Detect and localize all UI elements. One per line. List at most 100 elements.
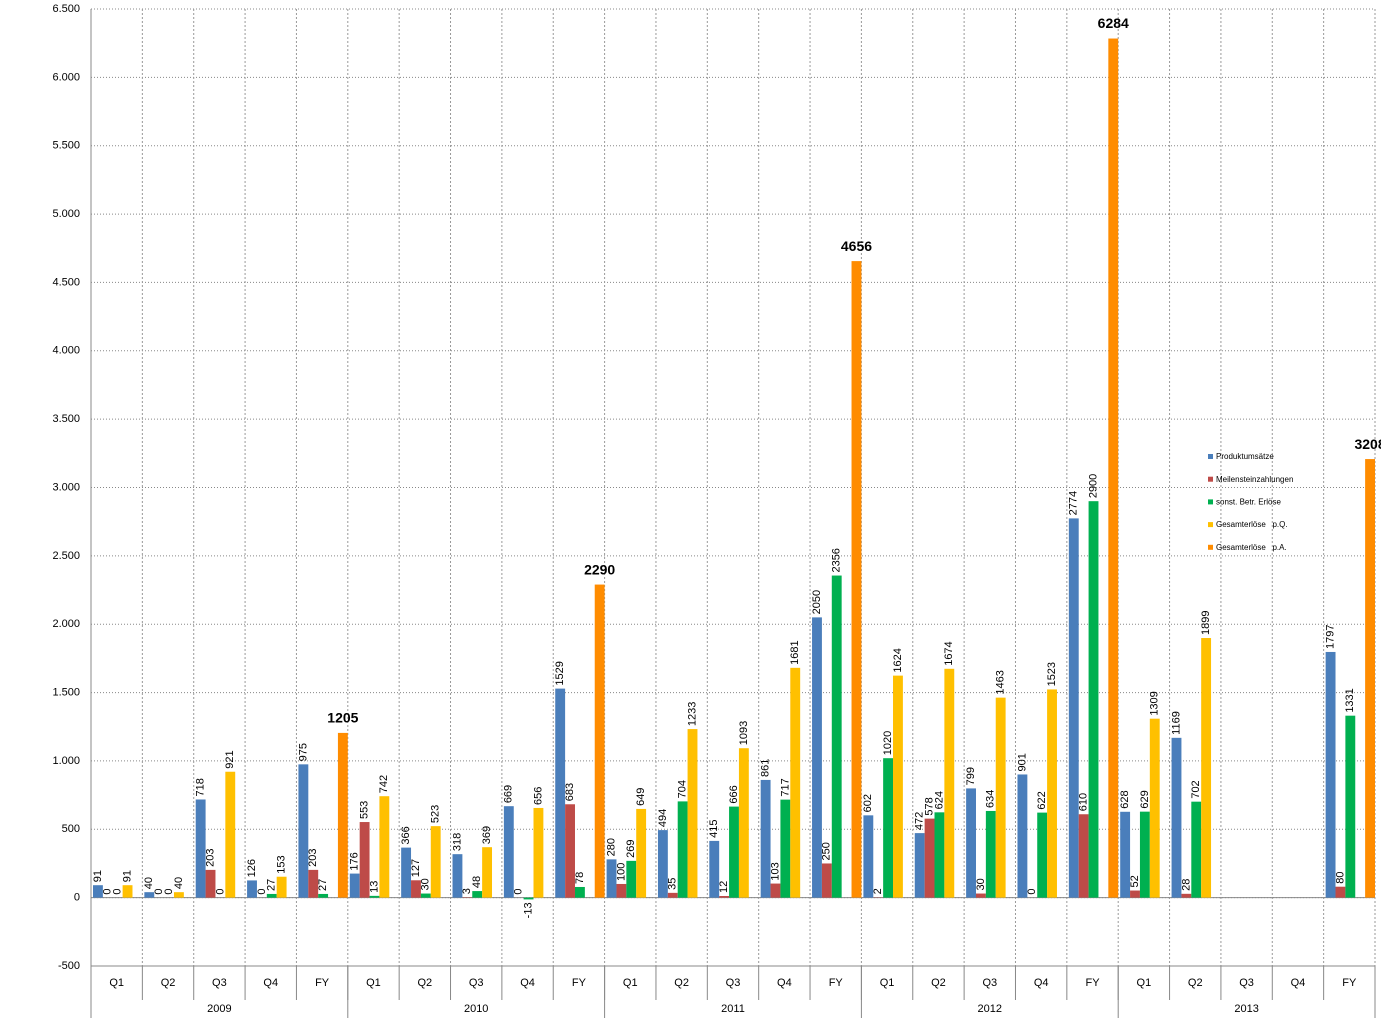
x-tick-label: Q3 [1239, 977, 1254, 989]
bar [606, 859, 617, 898]
bar [831, 575, 842, 898]
bar [1108, 38, 1119, 898]
value-label: 52 [1129, 875, 1141, 887]
value-label: 472 [914, 812, 926, 830]
bar [1047, 689, 1057, 898]
value-label: 366 [400, 826, 412, 844]
y-tick-label: 6.000 [52, 71, 80, 83]
value-label: 1681 [789, 640, 801, 664]
y-tick-label: 2.000 [52, 618, 80, 630]
bar [790, 667, 801, 898]
value-label: 742 [378, 775, 390, 793]
x-tick-label: Q4 [263, 977, 278, 989]
y-tick-label: 2.500 [52, 550, 80, 562]
value-label: 153 [276, 855, 288, 873]
bar [985, 810, 996, 898]
value-label: 1331 [1344, 688, 1356, 712]
value-label: 2900 [1087, 474, 1099, 498]
value-label: 628 [1119, 790, 1131, 808]
x-tick-label: Q4 [777, 977, 792, 989]
x-tick-label: Q1 [880, 977, 895, 989]
bar [1130, 890, 1140, 898]
x-tick-label: FY [1085, 977, 1100, 989]
value-label: 100 [615, 863, 627, 881]
value-label: 0 [153, 889, 165, 895]
x-tick-label: Q3 [982, 977, 997, 989]
bar [452, 854, 463, 898]
bar [657, 830, 668, 898]
bar [914, 833, 925, 898]
value-label: 369 [481, 826, 493, 844]
value-label: 4656 [841, 238, 872, 254]
x-group-label: 2009 [207, 1003, 231, 1015]
bar [636, 808, 647, 898]
value-label: 126 [246, 859, 258, 877]
bar [205, 869, 216, 898]
value-label: 280 [605, 838, 617, 856]
y-tick-label: 4.500 [52, 276, 80, 288]
value-label: 702 [1190, 780, 1202, 798]
legend-label: sonst. Betr. Erlöse [1216, 498, 1281, 507]
bar [975, 893, 986, 898]
bar [966, 788, 976, 898]
bar [760, 779, 771, 898]
value-label: 1205 [327, 710, 358, 726]
value-label: 861 [760, 759, 772, 777]
bar [719, 896, 730, 898]
x-tick-label: FY [1342, 977, 1357, 989]
value-label: 669 [503, 785, 515, 803]
value-label: 203 [307, 849, 319, 867]
bar [770, 883, 781, 898]
value-label: 13 [368, 881, 380, 893]
bar [523, 897, 534, 900]
bar [195, 799, 206, 898]
legend-swatch [1208, 499, 1213, 505]
value-label: 0 [214, 889, 226, 895]
value-label: 0 [102, 889, 114, 895]
value-label: 103 [769, 862, 781, 880]
x-tick-label: Q1 [366, 977, 381, 989]
value-label: 0 [513, 889, 525, 895]
bar [122, 885, 133, 898]
value-label: 127 [410, 859, 422, 877]
value-label: 553 [359, 801, 371, 819]
legend-swatch [1208, 476, 1213, 482]
bar [626, 860, 637, 898]
value-label: 901 [1016, 753, 1028, 771]
bar [944, 668, 955, 898]
value-label: 0 [256, 889, 268, 895]
value-label: 799 [965, 767, 977, 785]
value-label: 6284 [1098, 15, 1129, 31]
bar [677, 801, 688, 898]
bar [1120, 811, 1131, 898]
value-label: 578 [923, 797, 935, 815]
x-tick-label: Q4 [520, 977, 535, 989]
bar [1335, 886, 1346, 898]
value-label: 602 [862, 794, 874, 812]
value-label: 921 [224, 750, 236, 768]
y-tick-label: 1.000 [52, 755, 80, 767]
bar [1088, 501, 1099, 898]
value-label: 704 [677, 780, 689, 798]
value-label: 718 [195, 778, 207, 796]
bar [369, 895, 380, 898]
value-label: 624 [933, 791, 945, 809]
bar [709, 840, 720, 898]
y-tick-label: 3.500 [52, 413, 80, 425]
x-tick-label: Q3 [469, 977, 484, 989]
bar [1325, 651, 1336, 898]
value-label: 2 [872, 888, 884, 894]
bar [144, 892, 155, 898]
x-tick-label: Q1 [109, 977, 124, 989]
bar [1345, 715, 1356, 898]
value-label: 2050 [811, 590, 823, 614]
x-tick-label: Q3 [212, 977, 227, 989]
bar [729, 806, 739, 898]
bar [266, 893, 277, 898]
bar [1037, 812, 1048, 898]
value-label: 975 [297, 743, 309, 761]
value-label: 656 [532, 787, 544, 805]
bar [1068, 518, 1079, 898]
legend-swatch [1208, 454, 1213, 459]
